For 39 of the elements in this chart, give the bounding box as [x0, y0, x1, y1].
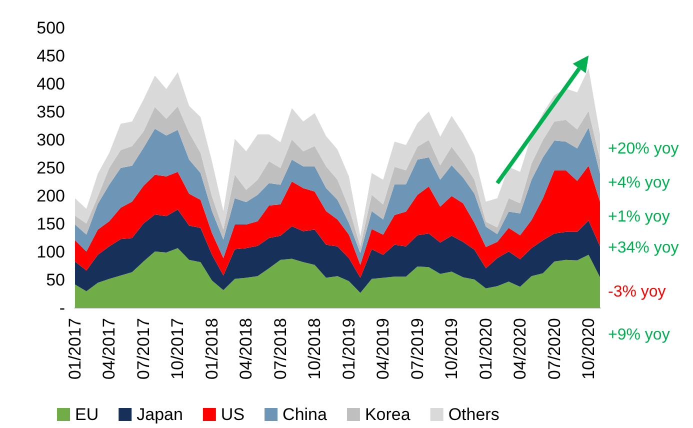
x-tick-label: 01/2017 [66, 318, 84, 380]
text: +34% yoy [608, 240, 679, 256]
y-tick-label: 450 [36, 46, 65, 66]
x-tick-label: 10/2019 [442, 318, 462, 380]
x-tick-label: 04/2019 [374, 318, 393, 380]
x-tick-label: 01/2018 [202, 318, 222, 380]
text: +1% yoy [608, 208, 670, 226]
y-tick-label: 300 [36, 130, 65, 150]
y-tick-label: 200 [36, 186, 65, 206]
x-tick-label: 07/2020 [544, 318, 564, 380]
x-tick-label: 10/2017 [168, 318, 188, 380]
legend-label: Korea [364, 405, 411, 424]
y-tick-label: 100 [36, 242, 65, 262]
x-tick-label: 10/2018 [305, 318, 324, 380]
x-tick-label: 10/2020 [579, 318, 598, 380]
text: +20% yoy [608, 140, 679, 158]
y-tick-label: 50 [46, 270, 65, 290]
x-tick-label: 04/2020 [510, 318, 530, 380]
text: +9% yoy [608, 326, 670, 344]
y-tick-label: 250 [36, 158, 65, 178]
x-tick-label: 01/2019 [339, 318, 358, 380]
legend-label: Others [448, 405, 500, 424]
x-tick-label: 07/2019 [408, 318, 427, 380]
y-tick-label: 350 [36, 102, 65, 122]
text: +4% yoy [608, 174, 670, 192]
text: -3% yoy [608, 284, 666, 300]
x-tick-label: 01/2020 [476, 318, 496, 380]
y-tick-label: 400 [36, 74, 65, 94]
x-tick-label: 07/2017 [134, 318, 153, 380]
legend-label: Japan [136, 405, 183, 424]
legend-label: US [220, 405, 245, 424]
legend-label: EU [75, 405, 99, 424]
y-tick-label: - [59, 298, 65, 318]
legend-label: China [282, 405, 328, 424]
y-tick-label: 500 [36, 18, 65, 38]
x-tick-label: 04/2017 [100, 318, 119, 380]
x-tick-label: 04/2018 [236, 318, 256, 380]
y-tick-label: 150 [36, 214, 65, 234]
x-tick-label: 07/2018 [270, 318, 290, 380]
